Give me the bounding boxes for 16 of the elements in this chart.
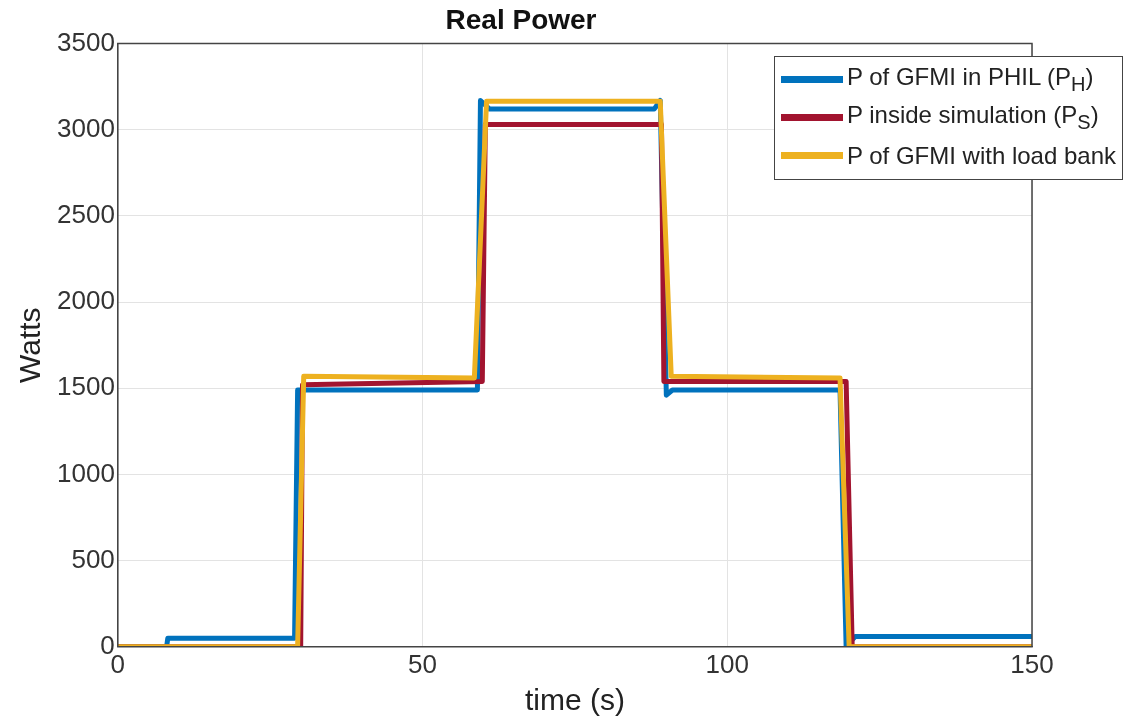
legend-label: P of GFMI in PHIL (P$_{H}$) bbox=[846, 63, 1094, 96]
y-tick-label: 3000 bbox=[57, 112, 115, 143]
legend-label: P inside simulation (P$_{S}$) bbox=[846, 101, 1099, 134]
x-axis-title: time (s) bbox=[524, 683, 625, 717]
legend-label: P of GFMI with load bank bbox=[846, 141, 1116, 170]
y-tick-label: 2000 bbox=[57, 285, 115, 316]
y-axis-title: Watts bbox=[13, 307, 47, 383]
y-tick-label: 1500 bbox=[57, 371, 115, 402]
y-tick-label: 1000 bbox=[57, 457, 115, 488]
y-tick-label: 3500 bbox=[57, 26, 115, 57]
chart-title: Real Power bbox=[445, 3, 597, 35]
x-tick-label: 100 bbox=[705, 648, 749, 679]
x-tick-label: 150 bbox=[1010, 648, 1054, 679]
y-tick-label: 500 bbox=[71, 543, 115, 574]
y-tick-label: 2500 bbox=[57, 199, 115, 230]
x-tick-label: 50 bbox=[408, 648, 438, 679]
